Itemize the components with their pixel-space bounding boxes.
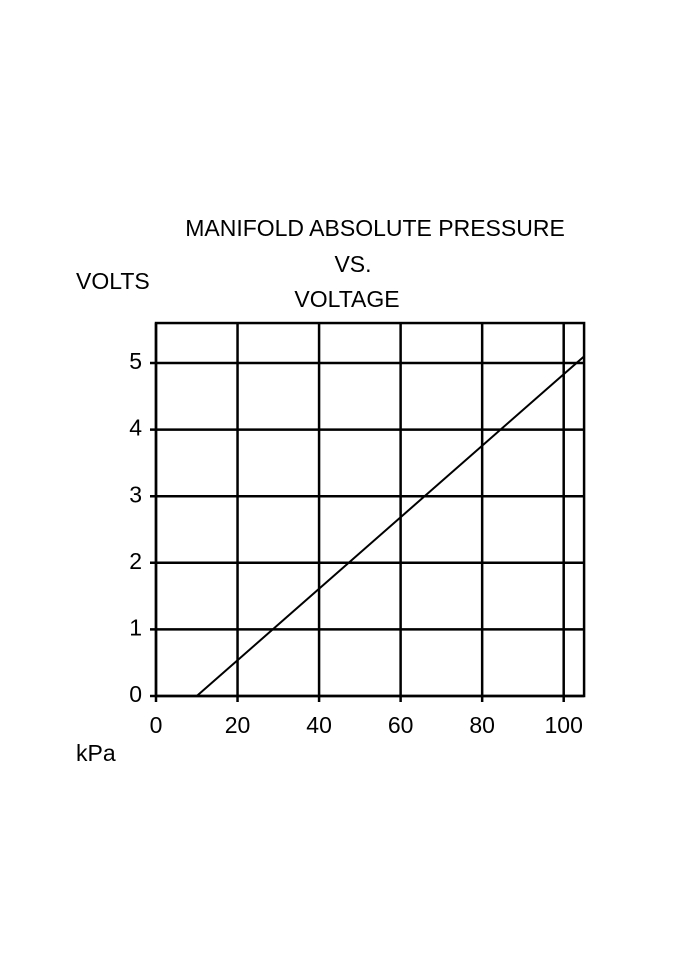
chart-title: VOLTAGE bbox=[294, 286, 399, 312]
plot-frame bbox=[154, 321, 586, 698]
y-tick-label: 0 bbox=[129, 681, 142, 707]
chart-title: MANIFOLD ABSOLUTE PRESSURE bbox=[185, 215, 565, 241]
x-tick-label: 100 bbox=[545, 712, 583, 738]
x-tick-label: 20 bbox=[225, 712, 251, 738]
y-tick-label: 3 bbox=[129, 481, 142, 507]
y-tick-label: 5 bbox=[129, 348, 142, 374]
x-tick-label: 0 bbox=[150, 712, 163, 738]
x-tick-label: 80 bbox=[469, 712, 495, 738]
y-axis-label: VOLTS bbox=[76, 268, 150, 294]
y-tick-label: 4 bbox=[129, 415, 142, 441]
x-tick-label: 40 bbox=[306, 712, 332, 738]
x-tick-label: 60 bbox=[388, 712, 414, 738]
data-line bbox=[196, 355, 585, 697]
y-tick-label: 2 bbox=[129, 548, 142, 574]
chart-title: VS. bbox=[334, 251, 371, 277]
y-tick-label: 1 bbox=[129, 614, 142, 640]
x-axis-label: kPa bbox=[76, 740, 116, 766]
